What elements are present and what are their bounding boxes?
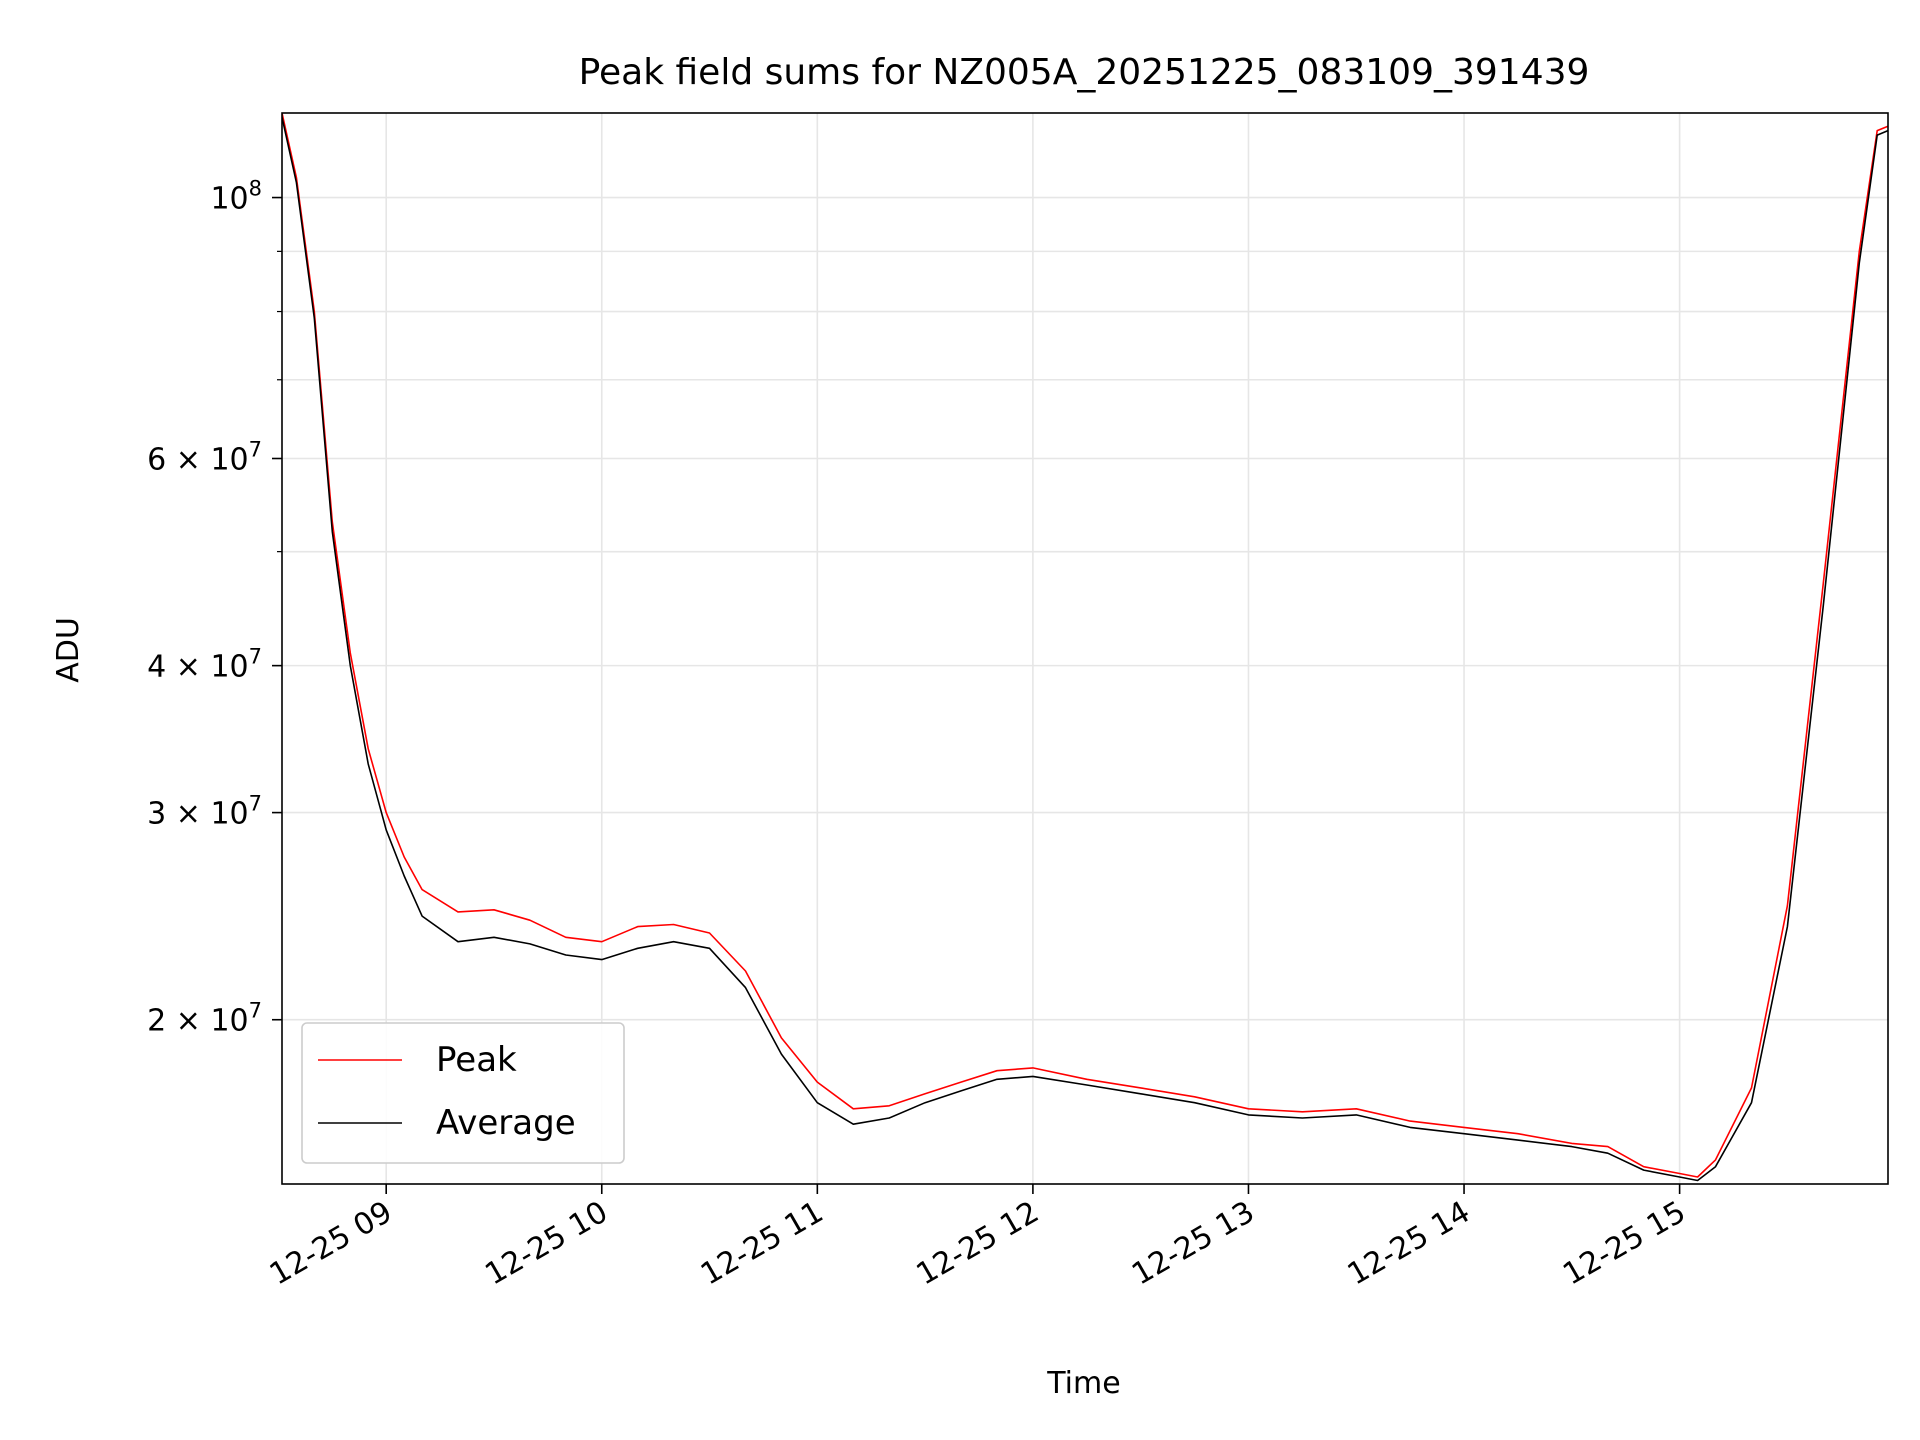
chart-title: Peak field sums for NZ005A_20251225_0831… [579, 52, 1590, 93]
y-tick-exponent: 7 [249, 999, 262, 1023]
x-axis-label: Time [1046, 1366, 1120, 1401]
y-tick-base: 4 [147, 650, 166, 685]
y-tick-label: 2 × 107 [147, 999, 262, 1039]
y-tick-times: × 10 [166, 650, 248, 685]
plot-frame [281, 112, 1889, 1185]
legend-box [301, 1022, 625, 1164]
series-line-peak [282, 113, 1888, 1178]
legend-label-average: Average [436, 1103, 576, 1143]
y-tick-base: 3 [147, 797, 166, 832]
y-tick-exponent: 7 [249, 792, 262, 816]
y-tick-label: 108 [210, 177, 262, 217]
y-tick-times: × 10 [166, 443, 248, 478]
y-tick-exponent: 7 [249, 645, 262, 669]
y-tick-exponent: 8 [249, 177, 262, 201]
legend: Peak Average [301, 1022, 625, 1164]
y-tick-label: 3 × 107 [147, 792, 262, 832]
y-tick-label: 6 × 107 [147, 438, 262, 478]
y-tick-base: 6 [147, 443, 166, 478]
plot-area [282, 113, 1888, 1182]
series-line-average [282, 117, 1888, 1182]
y-tick-label: 4 × 107 [147, 645, 262, 685]
y-tick-times: × 10 [166, 797, 248, 832]
y-tick-base: 10 [210, 182, 248, 217]
y-tick-base: 2 [147, 1004, 166, 1039]
y-axis-label: ADU [51, 617, 86, 683]
legend-label-peak: Peak [436, 1040, 517, 1080]
y-tick-exponent: 7 [249, 438, 262, 462]
y-tick-times: × 10 [166, 1004, 248, 1039]
grid [282, 113, 1888, 1184]
